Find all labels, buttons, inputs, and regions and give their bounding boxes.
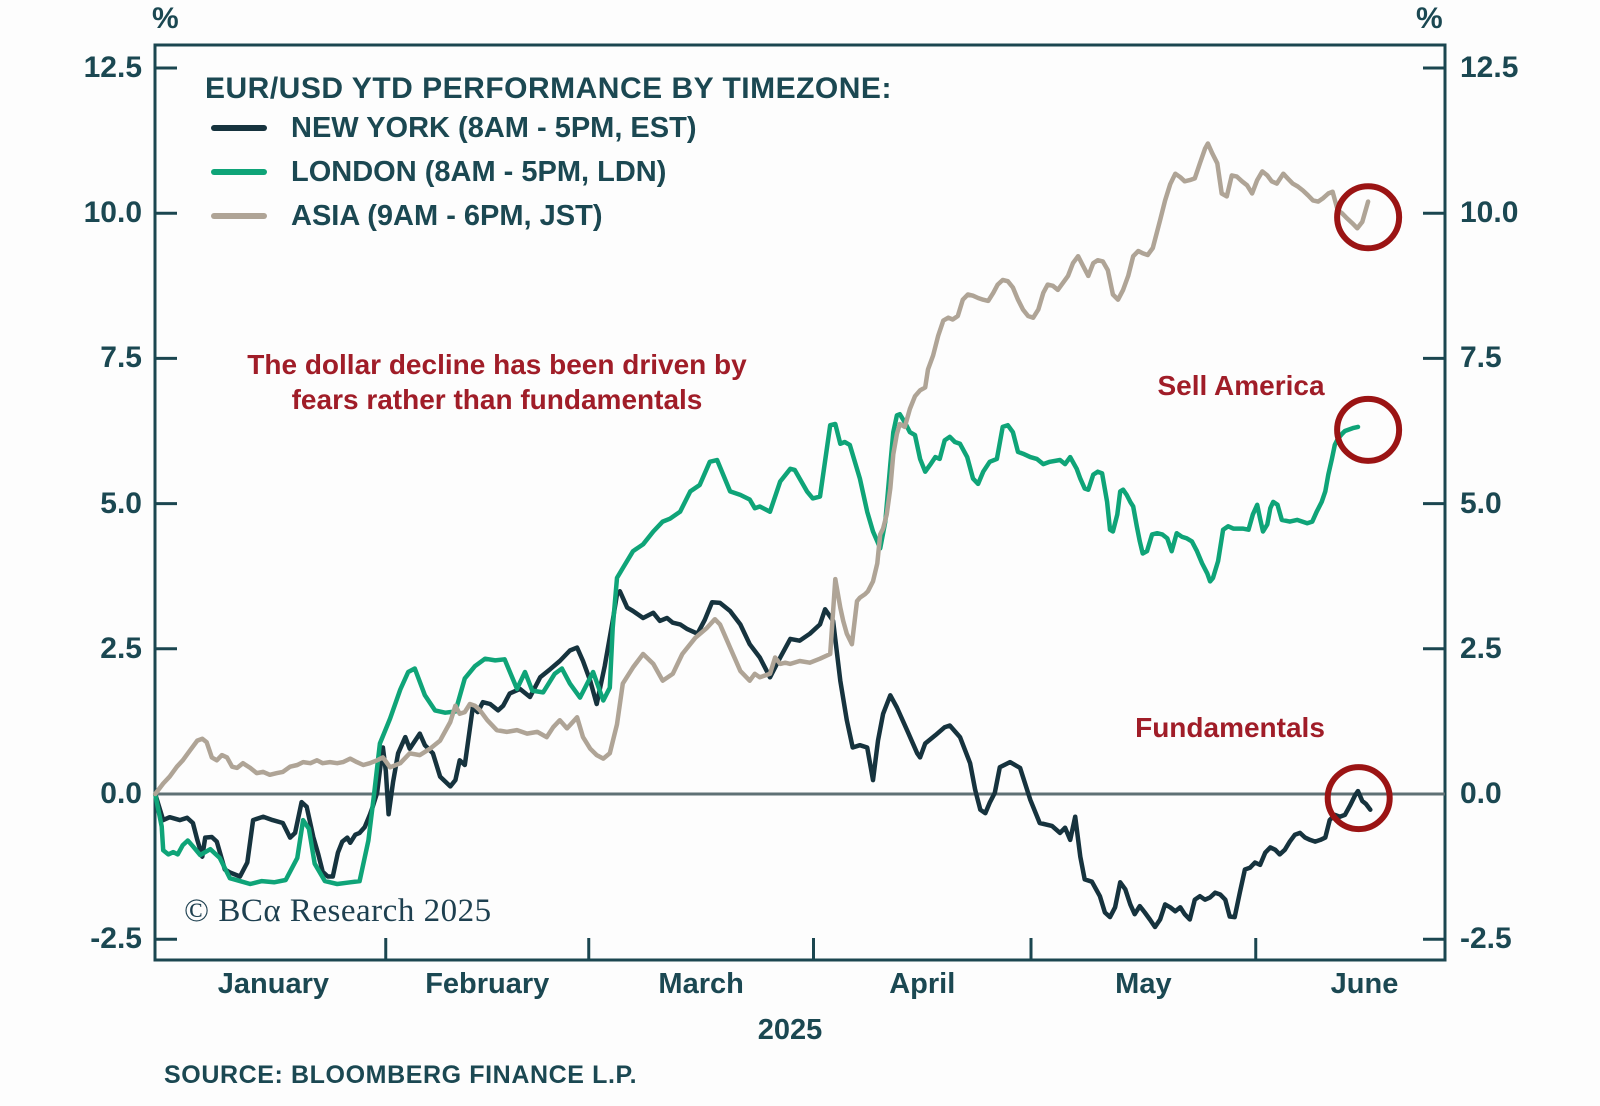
highlight-circle-1 [1334,395,1403,464]
legend-item-london: LONDON (8AM - 5PM, LDN) [205,150,892,194]
annotation-fundamentals: Fundamentals [1135,712,1325,743]
y-tick-label-right: 2.5 [1460,631,1502,665]
y-tick-label-right: 7.5 [1460,341,1502,375]
y-tick-label-left: 7.5 [100,341,142,375]
annotation-dollar-decline-note: The dollar decline has been driven by fe… [247,347,746,417]
highlight-circle-0 [1334,183,1403,252]
x-month-label-april: April [889,968,956,1000]
y-tick-label-right: 0.0 [1460,777,1502,810]
y-tick-label-right: 12.5 [1460,51,1519,84]
legend-label-london: LONDON (8AM - 5PM, LDN) [291,155,667,188]
chart-title: EUR/USD YTD PERFORMANCE BY TIMEZONE: [205,72,892,105]
annotation-note-line-1: The dollar decline has been driven by [247,349,747,380]
legend-label-new-york: NEW YORK (8AM - 5PM, EST) [291,111,697,144]
x-month-label-january: January [217,968,329,1000]
x-month-label-may: May [1115,968,1172,1000]
legend-item-new-york: NEW YORK (8AM - 5PM, EST) [205,106,892,150]
y-tick-label-right: 5.0 [1460,486,1502,520]
london-line-swatch [211,169,267,175]
x-axis-year-label: 2025 [757,1014,823,1046]
annotation-sell-america: Sell America [1157,370,1325,401]
copyright-text: © BCα Research 2025 [184,893,492,929]
x-month-label-june: June [1330,968,1399,1000]
y-axis-unit-left: % [152,2,179,35]
asia-line-swatch [211,213,267,219]
series-line-2 [152,141,1371,797]
y-tick-label-left: 5.0 [100,486,142,520]
legend-label-asia: ASIA (9AM - 6PM, JST) [291,199,603,232]
x-month-label-march: March [658,968,744,1000]
y-tick-label-left: 12.5 [83,51,142,84]
series-line-1 [152,411,1361,887]
y-tick-label-left: 2.5 [100,631,142,665]
y-tick-label-left: 10.0 [83,196,142,230]
legend: EUR/USD YTD PERFORMANCE BY TIMEZONE: NEW… [205,72,892,238]
series-line-0 [152,589,1373,930]
source-text: SOURCE: BLOOMBERG FINANCE L.P. [164,1061,638,1089]
annotation-note-line-2: fears rather than fundamentals [291,384,703,415]
x-month-label-february: February [425,968,550,1000]
new-york-line-swatch [211,125,267,131]
y-tick-label-left: -2.5 [90,922,142,956]
y-tick-label-left: 0.0 [100,777,142,810]
legend-item-asia: ASIA (9AM - 6PM, JST) [205,194,892,238]
highlight-circle-2 [1324,764,1393,833]
y-tick-label-right: -2.5 [1460,922,1512,956]
y-axis-unit-right: % [1416,2,1443,35]
y-tick-label-right: 10.0 [1460,196,1519,230]
